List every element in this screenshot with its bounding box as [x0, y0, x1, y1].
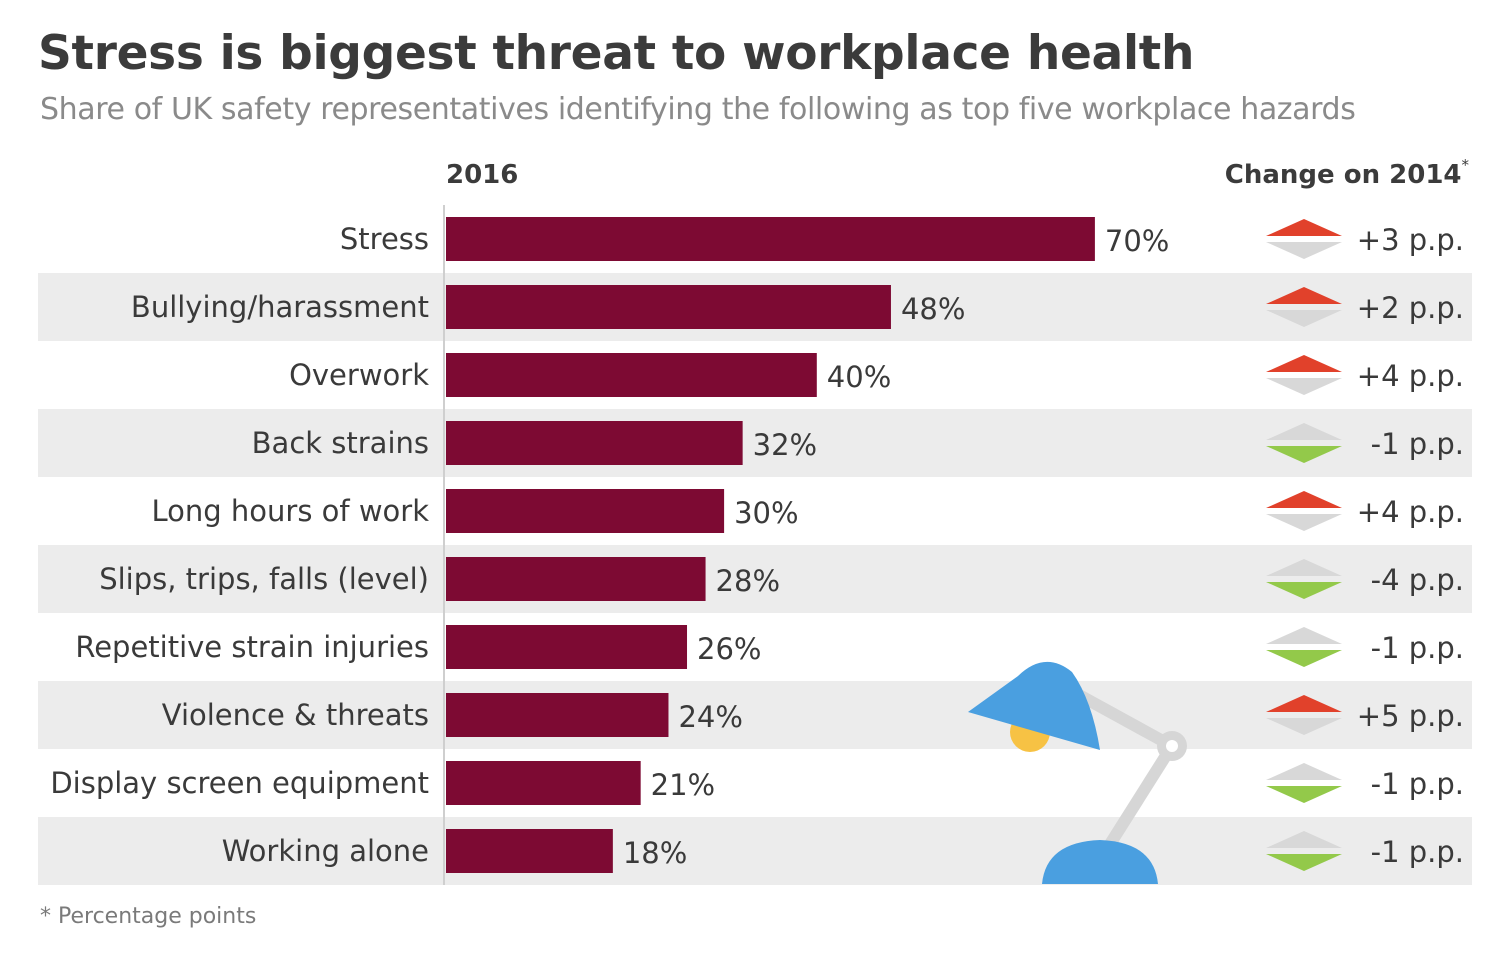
value-label: 18% [623, 836, 687, 870]
change-label: -1 p.p. [1371, 767, 1464, 801]
value-label: 70% [1105, 224, 1169, 258]
category-label: Display screen equipment [50, 766, 429, 800]
bar [446, 489, 725, 533]
change-label: -4 p.p. [1371, 563, 1464, 597]
row-band [38, 409, 1472, 477]
arrow-down-icon [1266, 854, 1342, 871]
row-band [38, 545, 1472, 613]
value-label: 24% [678, 700, 742, 734]
value-label: 26% [697, 632, 761, 666]
change-label: -1 p.p. [1371, 631, 1464, 665]
arrow-down-icon [1266, 786, 1342, 803]
bar [446, 761, 641, 805]
arrow-up-icon [1266, 219, 1342, 236]
desk-lamp-icon [968, 661, 1187, 884]
arrow-down-inactive-icon [1266, 310, 1342, 327]
arrow-up-icon [1266, 491, 1342, 508]
category-label: Working alone [222, 834, 429, 868]
category-label: Back strains [252, 426, 429, 460]
value-label: 28% [716, 564, 780, 598]
arrow-down-inactive-icon [1266, 514, 1342, 531]
footnote: * Percentage points [40, 904, 257, 929]
change-label: +2 p.p. [1357, 291, 1464, 325]
bar [446, 829, 613, 873]
chart-title: Stress is biggest threat to workplace he… [38, 26, 1195, 81]
change-label: -1 p.p. [1371, 427, 1464, 461]
row-band [38, 817, 1472, 885]
year-column-header: 2016 [446, 160, 519, 190]
arrow-down-icon [1266, 446, 1342, 463]
arrow-down-inactive-icon [1266, 242, 1342, 259]
bar [446, 625, 688, 669]
bar [446, 693, 669, 737]
row-band [38, 681, 1472, 749]
footnote-marker: * [1461, 156, 1470, 174]
category-label: Slips, trips, falls (level) [99, 562, 429, 596]
arrow-up-inactive-icon [1266, 423, 1342, 440]
category-label: Long hours of work [152, 494, 430, 528]
arrow-up-icon [1266, 695, 1342, 712]
category-label: Violence & threats [162, 698, 429, 732]
chart-subtitle: Share of UK safety representatives ident… [40, 92, 1356, 127]
arrow-down-inactive-icon [1266, 378, 1342, 395]
arrow-up-icon [1266, 355, 1342, 372]
category-label: Repetitive strain injuries [75, 630, 429, 664]
change-label: +4 p.p. [1357, 495, 1464, 529]
bar [446, 285, 891, 329]
category-label: Stress [340, 222, 429, 256]
bar [446, 353, 817, 397]
bar [446, 217, 1095, 261]
value-label: 40% [827, 360, 891, 394]
arrow-up-icon [1266, 287, 1342, 304]
value-label: 30% [734, 496, 798, 530]
change-label: +3 p.p. [1357, 223, 1464, 257]
lamp-upper-arm [1064, 684, 1178, 752]
lamp-lower-arm [1094, 740, 1178, 866]
value-label: 48% [901, 292, 965, 326]
lamp-joint-center [1166, 740, 1178, 752]
value-label: 21% [651, 768, 715, 802]
change-label: +4 p.p. [1357, 359, 1464, 393]
change-label: -1 p.p. [1371, 835, 1464, 869]
arrow-up-inactive-icon [1266, 763, 1342, 780]
change-column-header: Change on 2014* [1224, 156, 1469, 190]
change-label: +5 p.p. [1357, 699, 1464, 733]
category-label: Overwork [289, 358, 429, 392]
category-label: Bullying/harassment [131, 290, 429, 324]
arrow-down-inactive-icon [1266, 718, 1342, 735]
lamp-shade [968, 661, 1100, 750]
lamp-base [1042, 840, 1158, 884]
arrow-down-icon [1266, 582, 1342, 599]
arrow-up-inactive-icon [1266, 831, 1342, 848]
arrow-up-inactive-icon [1266, 559, 1342, 576]
value-label: 32% [753, 428, 817, 462]
bar [446, 557, 706, 601]
arrow-up-inactive-icon [1266, 627, 1342, 644]
change-column-header-text: Change on 2014 [1224, 160, 1462, 190]
bar [446, 421, 743, 465]
arrow-down-icon [1266, 650, 1342, 667]
